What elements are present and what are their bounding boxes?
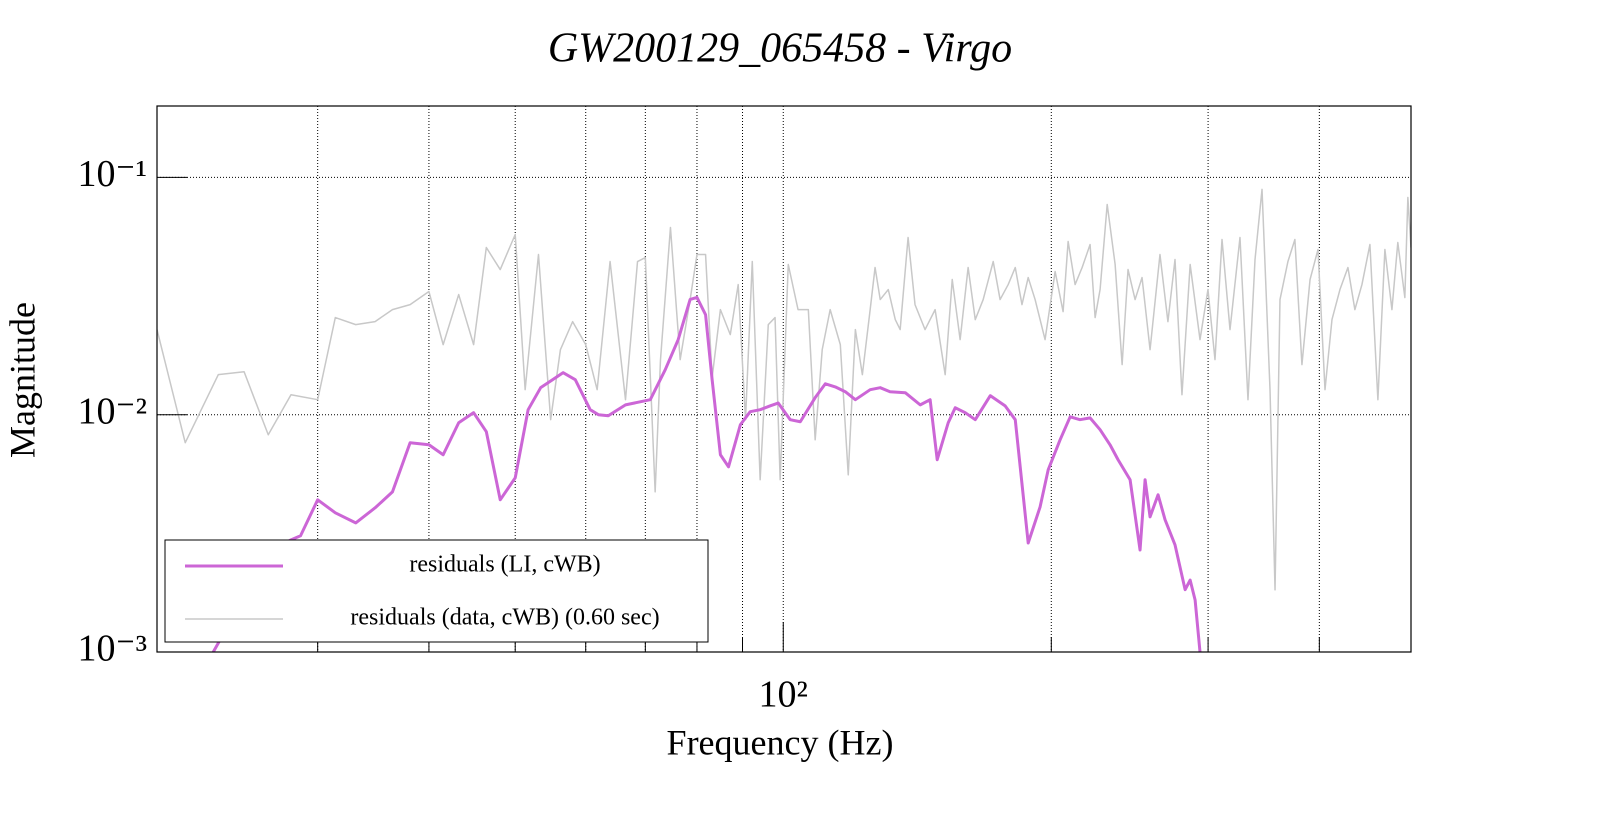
plot-area [157,188,1411,652]
y-tick-label: 10⁻³ [78,628,147,670]
x-axis-label: Frequency (Hz) [667,722,894,762]
legend: residuals (LI, cWB) residuals (data, cWB)… [164,539,709,643]
series-line [157,188,1411,591]
legend-box [164,539,709,643]
series-line [211,295,1202,652]
x-tick-label: 10² [759,674,808,716]
plot-frame [156,105,1412,653]
legend-label: residuals (LI, cWB) [409,552,600,578]
y-tick-label: 10⁻¹ [78,153,147,195]
grid [157,106,1411,652]
chart-title: GW200129_065458 - Virgo [548,26,1012,72]
y-axis-label: Magnitude [2,302,42,458]
legend-label: residuals (data, cWB) (0.60 sec) [350,605,659,631]
y-tick-label: 10⁻² [78,390,147,432]
axes: 10⁻³ 10⁻² 10⁻¹ 10² [78,153,1320,716]
